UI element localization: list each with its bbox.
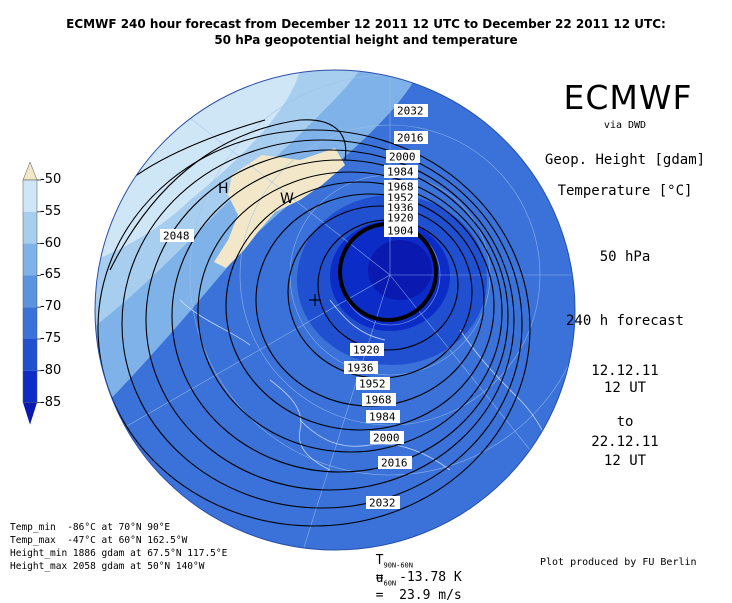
crosshair-marker xyxy=(309,294,321,306)
contour-label: 2032 xyxy=(397,105,424,118)
geop-height-label: Geop. Height [gdam] xyxy=(544,152,706,168)
colorbar-segment xyxy=(23,275,37,308)
contour-label-box xyxy=(350,343,384,356)
contour-label: 2000 xyxy=(373,432,400,445)
colorbar-tick-label: -70 xyxy=(40,299,62,315)
time-from: 12 UT xyxy=(603,380,647,396)
contour-label-box xyxy=(160,229,194,242)
contour-label: 1920 xyxy=(353,344,380,357)
coastlines xyxy=(179,299,561,471)
contour-label-box xyxy=(384,201,418,214)
colorbar-tick-label: -85 xyxy=(40,394,62,410)
forecast-length: 240 h forecast xyxy=(565,313,684,329)
colorbar-segment xyxy=(23,211,37,244)
contour-label-box xyxy=(384,224,418,237)
temperature-field-55 xyxy=(95,70,300,260)
contour-label-box xyxy=(384,165,418,178)
chart-title-line2: 50 hPa geopotential height and temperatu… xyxy=(214,33,518,47)
contour-label: 1952 xyxy=(359,378,386,391)
contour-label-box xyxy=(384,180,418,193)
t-subscript: 90N-60N xyxy=(383,561,413,570)
temp-gradient-readout: T90N-60N = -13.78 K xyxy=(360,538,462,585)
colorbar xyxy=(22,161,41,425)
high-marker: H xyxy=(218,181,229,197)
height-min: Height_min 1886 gdam at 67.5°N 117.5°E xyxy=(10,548,228,559)
colorbar-segment xyxy=(23,180,37,212)
colorbar-segment xyxy=(23,243,37,276)
contour-label: 2032 xyxy=(369,497,396,510)
contour-label: 1904 xyxy=(387,225,414,238)
colorbar-outline xyxy=(22,179,38,403)
colorbar-tick-label: -55 xyxy=(40,203,62,219)
warm-marker: W xyxy=(280,191,294,207)
contour-label: 2016 xyxy=(381,457,408,470)
colorbar-tick-label: -75 xyxy=(40,331,62,346)
colorbar-tick-label: -65 xyxy=(40,267,62,283)
colorbar-bottom-arrow xyxy=(23,402,37,425)
contour-label: 1968 xyxy=(365,394,392,407)
colorbar-segment xyxy=(23,339,37,371)
map-disc xyxy=(95,70,575,550)
contour-label-box xyxy=(344,361,378,374)
height-max: Height_max 2058 gdam at 50°N 140°W xyxy=(10,561,205,572)
date-from: 12.12.11 xyxy=(591,363,659,379)
contour-label: 1936 xyxy=(347,362,374,375)
colorbar-segment xyxy=(23,307,37,339)
to-label: to xyxy=(616,414,634,430)
temp-max: Temp_max -47°C at 60°N 162.5°W xyxy=(10,535,188,546)
t-symbol: T xyxy=(375,553,384,568)
contour-label-box xyxy=(384,191,418,204)
polar-map: 2032201620001984196819521936192019042048… xyxy=(22,69,576,551)
contour-label-box xyxy=(362,393,396,406)
contour-label-box xyxy=(378,456,412,469)
contour-label-box xyxy=(386,150,420,163)
contour-label: 2000 xyxy=(389,151,416,164)
wind-readout: u60N = 23.9 m/s xyxy=(360,556,462,603)
contour-label-box xyxy=(394,104,428,117)
date-to: 22.12.11 xyxy=(591,434,659,450)
contour-label: 1984 xyxy=(369,411,396,424)
contour-label: 1968 xyxy=(387,181,414,194)
contour-label: 1920 xyxy=(387,212,414,225)
contour-label-box xyxy=(384,211,418,224)
colorbar-top-arrow xyxy=(22,161,38,181)
contour-label: 1984 xyxy=(387,166,414,179)
temperature-field-min xyxy=(368,240,432,300)
map-border xyxy=(94,69,576,551)
contour-label-box xyxy=(356,377,390,390)
u-subscript: 60N xyxy=(383,579,397,588)
contour-label: 2048 xyxy=(163,230,190,243)
contour-label: 2016 xyxy=(397,132,424,145)
colorbar-segment xyxy=(23,370,37,403)
contour-label-box xyxy=(394,131,428,144)
colorbar-tick-label: -60 xyxy=(40,235,62,251)
chart-title-line1: ECMWF 240 hour forecast from December 12… xyxy=(66,17,666,31)
colorbar-tick-label: -80 xyxy=(40,362,62,378)
warm-anomaly-patch xyxy=(214,148,345,268)
t-value: = -13.78 K xyxy=(375,569,462,585)
via-dwd: via DWD xyxy=(603,120,647,131)
ecmwf-logo: ECMWF xyxy=(563,78,693,117)
colorbar-tick-label: -50 xyxy=(40,172,62,187)
temp-min: Temp_min -86°C at 70°N 90°E xyxy=(10,522,171,533)
time-to: 12 UT xyxy=(603,453,647,469)
contour-labels: 2032201620001984196819521936192019042048… xyxy=(160,104,428,510)
contour-label-box xyxy=(366,496,400,509)
pressure-level: 50 hPa xyxy=(599,249,651,265)
u-value: = 23.9 m/s xyxy=(375,587,462,603)
temperature-label: Temperature [°C] xyxy=(557,183,693,199)
contour-label-box xyxy=(370,431,404,444)
contour-label-box xyxy=(366,410,400,423)
plot-credit: Plot produced by FU Berlin xyxy=(540,557,697,568)
u-symbol: u xyxy=(375,571,384,586)
